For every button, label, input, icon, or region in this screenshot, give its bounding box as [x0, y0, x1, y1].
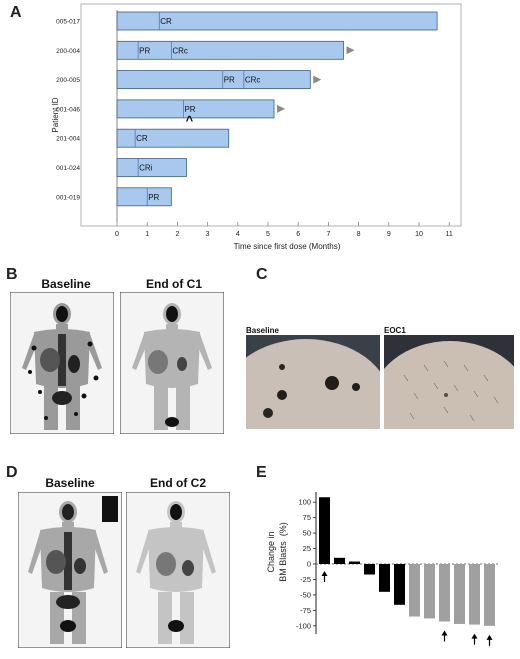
swimmer-xtick-label: 0 — [115, 231, 119, 238]
waterfall-ylabel-line1: Change in — [266, 531, 276, 572]
photo-c-end-label: EOC1 — [384, 326, 406, 335]
swimmer-patient-label: 201-004 — [56, 136, 80, 143]
panel-letter-c: C — [256, 266, 268, 283]
swimmer-patient-label: 001-019 — [56, 194, 80, 201]
swimmer-row: 200-005 PR CRc — [56, 70, 322, 89]
swimmer-plot: 005-017 CR 200-004 PR CRc 200-005 PR CRc 001-046… — [51, 3, 462, 251]
swimmer-xtick-label: 5 — [266, 231, 270, 238]
photo-c-baseline — [246, 335, 380, 429]
swimmer-row: 201-004 CR — [56, 128, 230, 148]
waterfall-ytick-label: -75 — [300, 606, 311, 615]
swimmer-ongoing-arrow — [346, 46, 355, 55]
waterfall-ytick-label: -25 — [300, 575, 311, 584]
swimmer-xtick-label: 4 — [236, 231, 240, 238]
waterfall-ytick-label: 25 — [303, 544, 311, 553]
swimmer-event-label: PR — [224, 76, 235, 85]
photo-c-end — [384, 335, 514, 429]
swimmer-bar — [116, 158, 187, 177]
swimmer-row: 001-019 PR — [56, 187, 172, 207]
swimmer-bar — [116, 70, 311, 89]
waterfall-bar — [364, 564, 375, 575]
waterfall-ytick-label: -50 — [300, 590, 311, 599]
waterfall-bar — [334, 557, 345, 564]
swimmer-patient-label: 005-017 — [56, 19, 80, 26]
swimmer-frame — [80, 3, 462, 227]
panel-letter-b: B — [6, 266, 18, 283]
waterfall-ytick-label: 75 — [303, 513, 311, 522]
swimmer-event-label: CR — [160, 17, 172, 26]
swimmer-xtick-label: 11 — [446, 231, 453, 238]
swimmer-event-label: CRc — [245, 76, 261, 85]
swimmer-patient-label: 200-005 — [56, 77, 80, 84]
waterfall-bar — [319, 497, 330, 564]
swimmer-ongoing-arrow — [277, 104, 286, 113]
swimmer-xtick-label: 8 — [357, 231, 361, 238]
photo-c-baseline-label: Baseline — [246, 326, 279, 335]
swimmer-row: 200-004 PR CRc — [56, 40, 355, 60]
swimmer-xtick-label: 10 — [415, 231, 423, 238]
swimmer-row: 005-017 CR — [56, 11, 438, 31]
waterfall-ylabel-line2: BM Blasts (%) — [278, 522, 288, 582]
waterfall-bar — [409, 564, 420, 617]
pet-scan-d-baseline — [18, 492, 122, 648]
swimmer-event-label: PR — [148, 193, 159, 202]
swimmer-bar — [116, 187, 172, 207]
scan-d-baseline-label: Baseline — [45, 476, 95, 490]
waterfall-bar — [454, 564, 465, 624]
waterfall-bar — [469, 564, 480, 625]
scan-b-baseline-label: Baseline — [41, 277, 91, 291]
swimmer-xtick-label: 3 — [206, 231, 210, 238]
swimmer-row: 001-046 PR — [56, 99, 286, 119]
swimmer-xtick-label: 1 — [145, 231, 149, 238]
pet-scan-b-end — [120, 292, 224, 434]
swimmer-event-label: PR — [184, 105, 195, 114]
waterfall-ytick-label: 50 — [303, 529, 311, 538]
waterfall-bar — [439, 564, 450, 622]
swimmer-xtick-label: 7 — [326, 231, 330, 238]
swimmer-ylabel: Patient ID — [51, 97, 60, 132]
swimmer-xlabel: Time since first dose (Months) — [234, 242, 341, 251]
waterfall-bar — [424, 564, 435, 619]
waterfall-ytick-label: 100 — [298, 498, 311, 507]
swimmer-event-label: CRc — [172, 46, 188, 55]
waterfall-ytick-label: 0 — [307, 560, 311, 569]
swimmer-caret-marker: ^ — [186, 113, 194, 128]
waterfall-bar — [484, 564, 495, 626]
panel-letter-d: D — [6, 464, 18, 481]
swimmer-bar — [116, 40, 344, 60]
scan-d-end-label: End of C2 — [150, 476, 206, 490]
swimmer-xtick-label: 2 — [175, 231, 179, 238]
swimmer-bar — [116, 128, 230, 148]
swimmer-bar — [116, 11, 438, 31]
swimmer-ongoing-arrow — [313, 75, 322, 84]
panel-letter-a: A — [10, 4, 22, 21]
swimmer-event-label: PR — [139, 46, 150, 55]
waterfall-arrowhead — [441, 630, 448, 636]
waterfall-bar — [349, 561, 360, 564]
pet-scan-d-end — [126, 492, 230, 648]
waterfall-arrowhead — [321, 571, 328, 576]
swimmer-bar — [116, 99, 275, 119]
panel-letter-e: E — [256, 464, 267, 481]
waterfall-ytick-label: -100 — [296, 621, 311, 630]
waterfall-plot: Change in BM Blasts (%) 100 75 50 25 0 -25 -50… — [266, 492, 500, 646]
swimmer-xtick-label: 6 — [296, 231, 300, 238]
swimmer-xtick-label: 9 — [387, 231, 391, 238]
waterfall-arrowhead — [486, 634, 493, 640]
swimmer-patient-label: 200-004 — [56, 48, 80, 55]
scan-b-end-label: End of C1 — [146, 277, 202, 291]
waterfall-bar — [379, 564, 390, 592]
waterfall-bar — [394, 564, 405, 605]
swimmer-event-label: CR — [136, 134, 148, 143]
swimmer-row: 001-024 CRi — [56, 158, 187, 177]
swimmer-patient-label: 001-024 — [56, 165, 80, 172]
waterfall-arrowhead — [471, 633, 478, 639]
swimmer-patient-label: 001-046 — [56, 106, 80, 113]
pet-scan-b-baseline — [10, 292, 114, 434]
swimmer-event-label: CRi — [139, 164, 153, 173]
